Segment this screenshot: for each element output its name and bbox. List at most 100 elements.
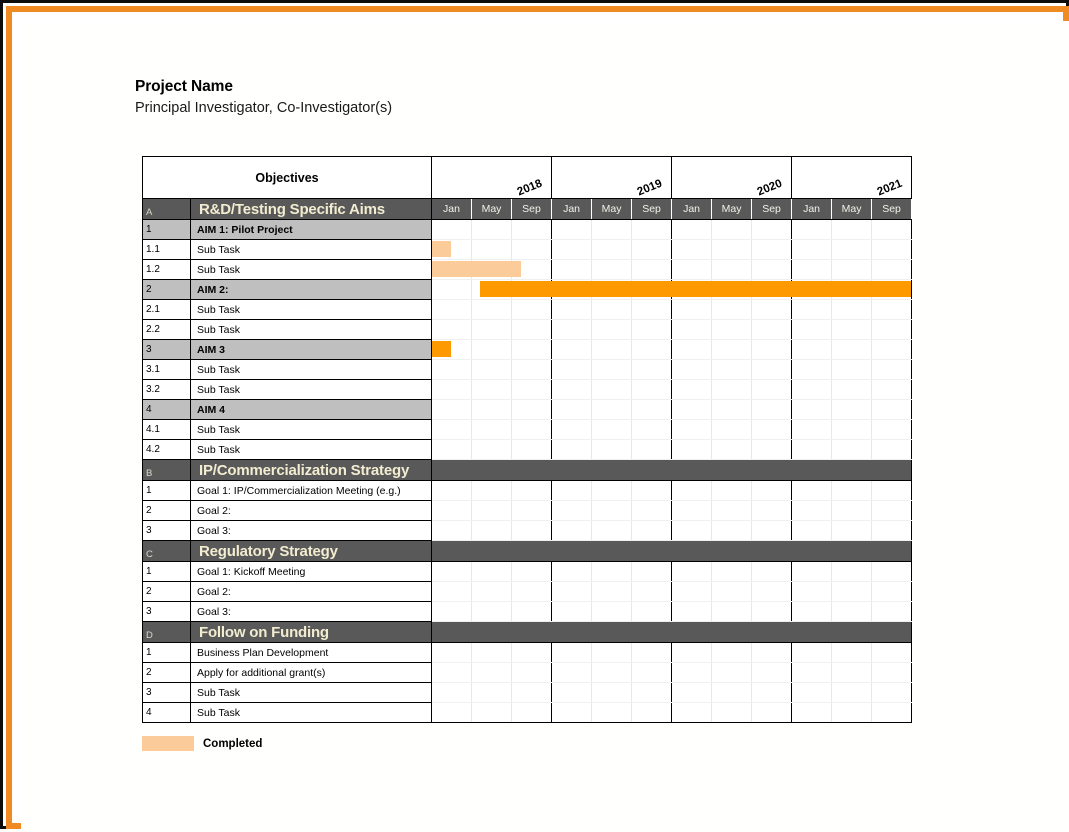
table-row: 3 Goal 3:: [142, 601, 913, 622]
timeline-cell: [871, 642, 913, 663]
timeline-cell: [671, 662, 713, 683]
timeline-cell: [471, 299, 513, 320]
timeline-cell: [551, 339, 593, 360]
section-fill-cell: [631, 540, 673, 562]
timeline-cell: [631, 359, 673, 380]
timeline-cell: [751, 259, 793, 280]
timeline-cell: [631, 379, 673, 400]
timeline-cell: [631, 339, 673, 360]
timeline-cell: [791, 279, 833, 300]
section-header-row: C Regulatory Strategy: [142, 540, 913, 562]
section-fill-cell: [511, 621, 553, 643]
row-label: Goal 1: IP/Commercialization Meeting (e.…: [190, 480, 433, 501]
timeline-cell: [671, 439, 713, 460]
timeline-cell: [591, 662, 633, 683]
month-header-4: May: [591, 198, 633, 220]
timeline-cell: [711, 439, 753, 460]
timeline-cell: [711, 480, 753, 501]
timeline-cell: [751, 239, 793, 260]
timeline-cell: [431, 339, 473, 360]
timeline-cell: [631, 239, 673, 260]
timeline-cell: [671, 500, 713, 521]
timeline-cell: [671, 299, 713, 320]
timeline-cell: [831, 601, 873, 622]
section-fill-cell: [591, 459, 633, 481]
timeline-cell: [471, 520, 513, 541]
timeline-cell: [871, 359, 913, 380]
timeline-cell: [711, 299, 753, 320]
timeline-cell: [511, 662, 553, 683]
table-row: 1 Goal 1: Kickoff Meeting: [142, 561, 913, 582]
row-label: Sub Task: [190, 439, 433, 460]
row-label: Sub Task: [190, 239, 433, 260]
timeline-cell: [791, 682, 833, 703]
year-label: 2020: [756, 177, 785, 199]
timeline-cell: [791, 480, 833, 501]
timeline-cell: [551, 642, 593, 663]
timeline-cell: [551, 601, 593, 622]
timeline-cell: [431, 500, 473, 521]
timeline-cell: [791, 419, 833, 440]
timeline-cell: [871, 419, 913, 440]
row-code: 1.1: [142, 239, 191, 260]
timeline-cell: [591, 279, 633, 300]
timeline-cell: [711, 219, 753, 240]
timeline-cell: [751, 682, 793, 703]
timeline-cell: [591, 581, 633, 602]
section-fill-cell: [871, 459, 913, 481]
row-label: Sub Task: [190, 419, 433, 440]
timeline-cell: [551, 359, 593, 380]
timeline-cell: [831, 259, 873, 280]
timeline-cell: [431, 642, 473, 663]
timeline-cell: [711, 581, 753, 602]
timeline-cell: [871, 682, 913, 703]
row-code: 4: [142, 702, 191, 723]
section-fill-cell: [871, 621, 913, 643]
row-code: 4.2: [142, 439, 191, 460]
timeline-cell: [471, 662, 513, 683]
timeline-cell: [431, 439, 473, 460]
timeline-cell: [471, 439, 513, 460]
timeline-cell: [751, 299, 793, 320]
timeline-cell: [791, 299, 833, 320]
timeline-cell: [551, 662, 593, 683]
timeline-cell: [591, 439, 633, 460]
timeline-cell: [831, 702, 873, 723]
timeline-cell: [631, 682, 673, 703]
timeline-cell: [671, 601, 713, 622]
timeline-cell: [631, 219, 673, 240]
timeline-cell: [431, 259, 473, 280]
year-label: 2019: [636, 177, 665, 199]
row-code: 2: [142, 581, 191, 602]
row-code: B: [142, 459, 191, 481]
section-fill-cell: [791, 459, 833, 481]
timeline-cell: [671, 561, 713, 582]
timeline-cell: [791, 642, 833, 663]
section-fill-cell: [711, 621, 753, 643]
timeline-cell: [751, 642, 793, 663]
title-block: Project Name Principal Investigator, Co-…: [135, 77, 392, 118]
timeline-cell: [671, 399, 713, 420]
timeline-cell: [551, 561, 593, 582]
timeline-cell: [551, 682, 593, 703]
row-label: Goal 3:: [190, 520, 433, 541]
section-fill-cell: [871, 540, 913, 562]
timeline-cell: [791, 662, 833, 683]
timeline-cell: [871, 439, 913, 460]
row-label: AIM 4: [190, 399, 433, 420]
timeline-cell: [591, 359, 633, 380]
row-code: 1: [142, 219, 191, 240]
timeline-cell: [471, 500, 513, 521]
timeline-cell: [711, 682, 753, 703]
timeline-cell: [791, 601, 833, 622]
row-code: 2: [142, 500, 191, 521]
timeline-cell: [631, 520, 673, 541]
timeline-cell: [631, 299, 673, 320]
row-label: Apply for additional grant(s): [190, 662, 433, 683]
timeline-cell: [471, 239, 513, 260]
row-code: 2.1: [142, 299, 191, 320]
timeline-cell: [671, 279, 713, 300]
row-label: AIM 1: Pilot Project: [190, 219, 433, 240]
timeline-cell: [671, 520, 713, 541]
table-row: 3.1 Sub Task: [142, 359, 913, 380]
